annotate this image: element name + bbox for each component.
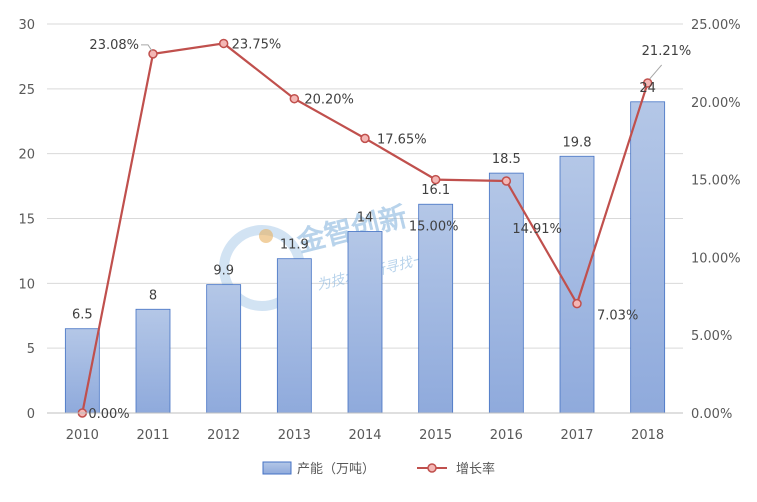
leader-line bbox=[141, 44, 153, 52]
legend: 产能（万吨） 增长率 bbox=[262, 461, 495, 477]
y-left-tick-label: 20 bbox=[18, 148, 35, 163]
bar bbox=[64, 328, 100, 414]
x-tick-label: 2013 bbox=[278, 428, 311, 443]
line-point bbox=[360, 133, 370, 144]
x-tick-label: 2011 bbox=[136, 428, 169, 443]
line-series bbox=[77, 38, 653, 418]
bar-value-label: 11.9 bbox=[280, 238, 309, 253]
line-point bbox=[642, 78, 653, 88]
bar-value-label: 8 bbox=[149, 288, 157, 303]
bar-value-label: 6.5 bbox=[72, 308, 93, 323]
legend-bar-swatch bbox=[262, 461, 292, 475]
bar-value-label: 14 bbox=[357, 210, 374, 225]
y-left-tick-label: 15 bbox=[18, 213, 35, 228]
line-point bbox=[218, 38, 229, 49]
x-tick-label: 2012 bbox=[207, 428, 240, 443]
line-point bbox=[501, 176, 512, 186]
line-value-label: 23.08% bbox=[89, 38, 139, 53]
x-tick-label: 2015 bbox=[419, 428, 452, 443]
line-point bbox=[148, 49, 158, 59]
x-tick-label: 2014 bbox=[348, 428, 381, 443]
line-point bbox=[289, 93, 300, 104]
x-tick-label: 2018 bbox=[631, 428, 664, 443]
y-right-tick-label: 25.00% bbox=[691, 18, 741, 33]
bar-value-label: 16.1 bbox=[421, 183, 450, 198]
bar bbox=[347, 231, 383, 414]
y-right-tick-label: 0.00% bbox=[691, 407, 732, 422]
data-labels: 6.5 8 9.9 11.9 14 16.1 18.5 19.8 24 0.00% 23.08% 23… bbox=[72, 37, 691, 422]
line-value-label: 0.00% bbox=[88, 407, 129, 422]
y-right-tick-label: 15.00% bbox=[691, 174, 741, 189]
bar bbox=[418, 203, 454, 414]
line-point bbox=[430, 174, 441, 185]
y-left-tick-label: 30 bbox=[18, 18, 35, 33]
x-tick-label: 2010 bbox=[66, 428, 99, 443]
bar-value-label: 19.8 bbox=[563, 135, 592, 150]
bar bbox=[488, 172, 524, 414]
line-value-label: 15.00% bbox=[409, 220, 459, 235]
x-tick-label: 2017 bbox=[560, 428, 593, 443]
line-value-label: 20.20% bbox=[304, 93, 354, 108]
bar-value-label: 24 bbox=[639, 81, 656, 96]
legend-bar-label: 产能（万吨） bbox=[297, 462, 375, 477]
bar bbox=[135, 308, 171, 414]
line-value-label: 14.91% bbox=[512, 222, 562, 237]
watermark-logo-dot-icon bbox=[259, 229, 273, 243]
legend-line-marker bbox=[427, 463, 437, 473]
y-left-tick-label: 0 bbox=[27, 407, 35, 422]
line-point bbox=[572, 298, 582, 309]
line-value-label: 23.75% bbox=[232, 37, 282, 52]
y-left-tick-label: 10 bbox=[18, 277, 35, 292]
y-right-tick-label: 10.00% bbox=[691, 251, 741, 266]
axes: 0 5 10 15 20 25 30 0.00% 5.00% 10.00% 15.00% 20.00%… bbox=[18, 18, 740, 443]
leader-line bbox=[649, 64, 663, 80]
legend-line-label: 增长率 bbox=[456, 461, 495, 477]
bar-value-label: 9.9 bbox=[213, 264, 234, 279]
y-left-tick-label: 5 bbox=[27, 342, 35, 357]
y-right-tick-label: 20.00% bbox=[691, 96, 741, 111]
bar bbox=[630, 101, 666, 414]
y-left-tick-label: 25 bbox=[18, 83, 35, 98]
line-value-label: 7.03% bbox=[597, 309, 638, 324]
line-value-label: 17.65% bbox=[377, 132, 427, 147]
bar bbox=[206, 284, 242, 414]
bar bbox=[276, 258, 312, 414]
x-tick-label: 2016 bbox=[490, 428, 523, 443]
line-value-label: 21.21% bbox=[642, 44, 692, 59]
y-right-tick-label: 5.00% bbox=[691, 329, 732, 344]
bar-value-label: 18.5 bbox=[492, 152, 521, 167]
